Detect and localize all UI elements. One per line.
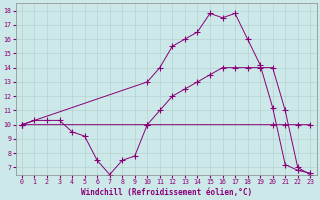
X-axis label: Windchill (Refroidissement éolien,°C): Windchill (Refroidissement éolien,°C) xyxy=(81,188,252,197)
